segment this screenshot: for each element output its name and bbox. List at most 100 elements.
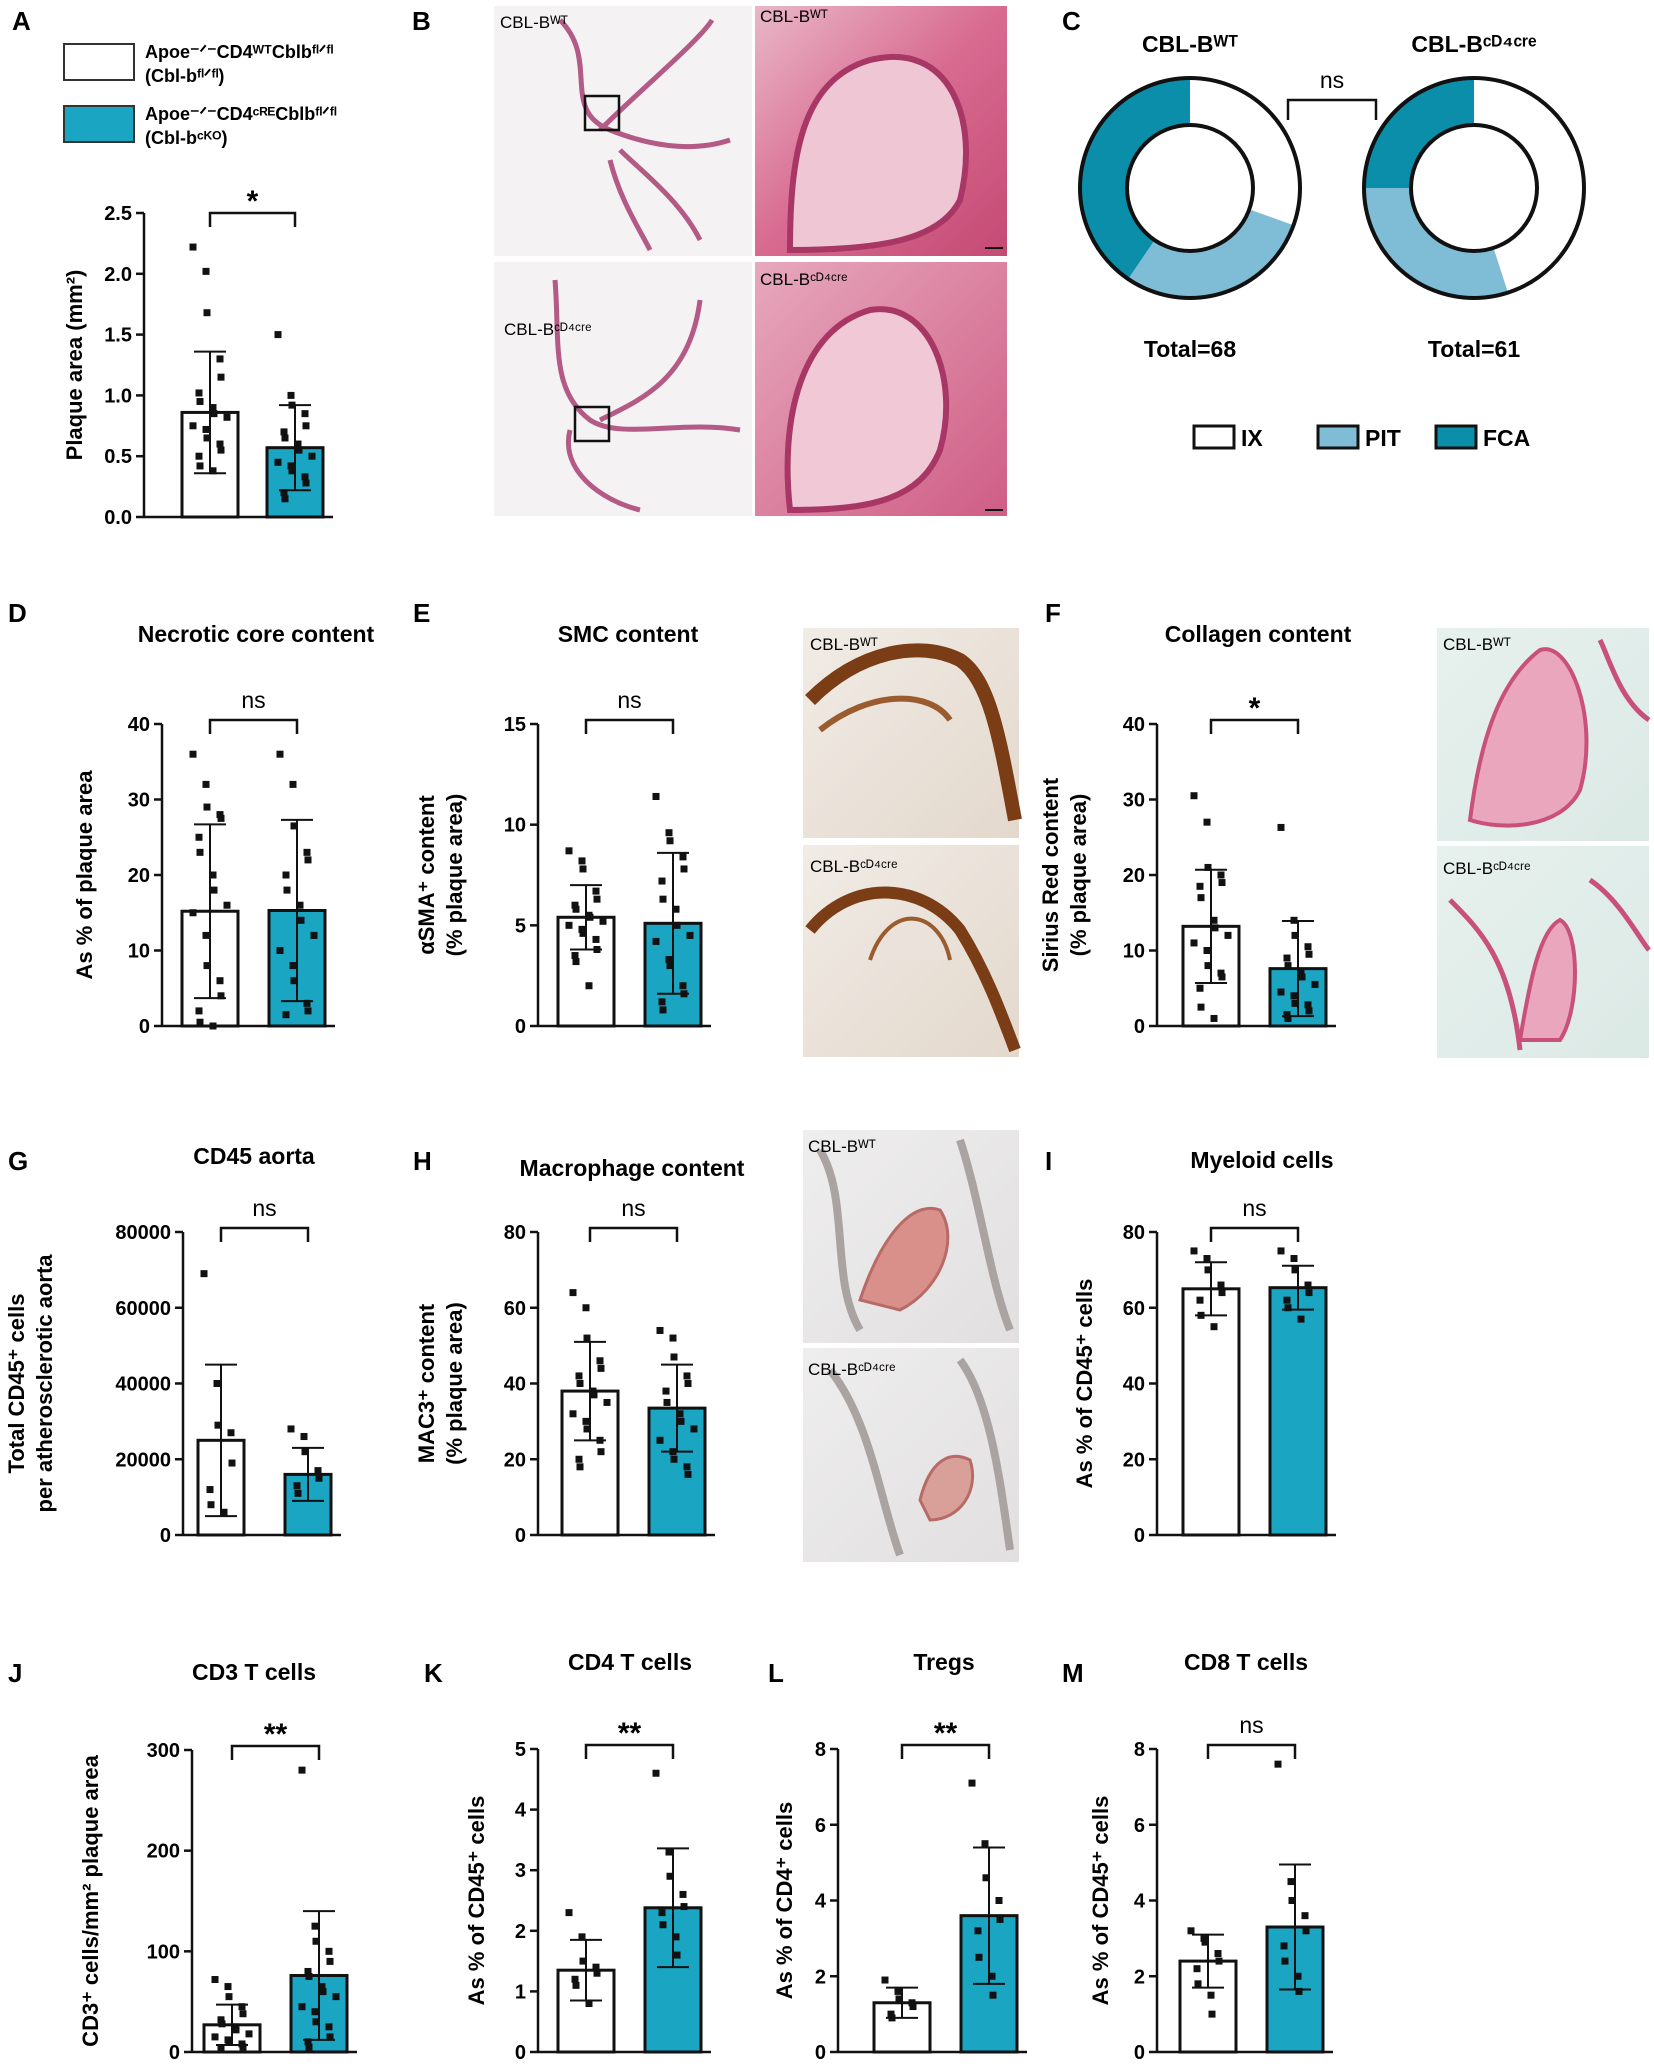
legend-swatch [1316,424,1360,450]
data-point [586,913,594,921]
y-tick-label: 0 [815,2042,826,2064]
data-point [582,1417,590,1425]
significance-label: ** [934,1717,958,1750]
data-point [245,2030,253,2038]
data-point [1291,1266,1299,1274]
data-point [575,1455,583,1463]
chart-h: H Macrophage content 0 20 40 60 80 MAC3⁺ conten… [413,1146,745,1547]
data-point [968,1779,976,1787]
y-tick-label: 5 [515,1739,526,1761]
data-point [652,1769,660,1777]
data-point [684,1470,692,1478]
data-point [585,982,593,990]
data-point [669,1448,677,1456]
data-point [290,977,298,985]
image-label-b-wt-zoom: CBL-Bᵂᵀ [760,7,828,26]
y-tick-label: 0.0 [104,507,132,529]
data-point [1208,2010,1216,2018]
significance-label: ns [252,1195,276,1221]
y-tick-label: 0 [160,1525,171,1547]
panel-label-e: E [413,598,430,628]
donut-slice-pit [1128,209,1294,299]
tissue-e-wt [805,643,1022,822]
data-point [1211,924,1219,932]
y-tick-label: 8 [1134,1739,1145,1761]
data-point [572,958,580,966]
y-tick-label: 2 [515,1921,526,1943]
data-point [669,1334,677,1342]
data-point [220,1508,228,1516]
data-point [216,355,224,363]
y-tick-label: 8 [815,1739,826,1761]
data-point [888,2014,896,2022]
legend-wt-line2: (Cbl-bᶠˡᐟᶠˡ) [145,66,224,86]
y-tick-label: 6 [815,1815,826,1837]
data-point [1197,1311,1205,1319]
y-axis-label: MAC3⁺ content [414,1303,439,1463]
data-point [1218,973,1226,981]
panel-h-images: CBL-Bᵂᵀ CBL-Bᶜᴰ⁴ᶜʳᵉ [803,1130,1019,1562]
data-point [1210,1323,1218,1331]
data-point [239,2043,247,2051]
data-point [209,871,217,879]
data-point [576,1380,584,1387]
data-point [203,803,211,811]
data-point [282,1011,290,1019]
significance-bracket [208,718,299,734]
data-point [1284,1304,1292,1312]
data-point [672,1933,680,1941]
data-point [196,848,204,856]
data-point [1305,950,1313,958]
data-point [202,931,210,939]
plaque-h-cre [918,1454,975,1522]
data-point [308,452,316,460]
data-point [679,982,687,990]
y-tick-label: 40 [1123,1374,1145,1396]
data-point [209,404,217,412]
data-point [582,1304,590,1312]
plaque-b-cre [784,306,950,514]
data-point [579,929,587,937]
image-label-b-cre: CBL-Bᶜᴰ⁴ᶜʳᵉ [504,320,591,339]
data-point [202,780,210,788]
y-axis-label: CD3⁺ cells/mm² plaque area [78,1754,103,2046]
data-point [1304,943,1312,951]
data-point [196,397,204,405]
data-point [1218,879,1226,887]
data-point [1187,1927,1195,1935]
data-point [217,2016,225,2024]
data-point [304,1967,312,1975]
data-point [276,750,284,758]
data-point [1217,1281,1225,1289]
data-point [666,1872,674,1880]
data-point [295,446,303,454]
panel-label-m: M [1062,1658,1084,1688]
data-point [196,462,204,470]
data-point [659,1921,667,1929]
data-point [1196,984,1204,992]
image-label-h-cre: CBL-Bᶜᴰ⁴ᶜʳᵉ [808,1360,895,1379]
data-point [202,425,210,433]
data-point [301,410,309,418]
data-point [684,1380,692,1387]
data-point [189,750,197,758]
chart-l: L Tregs 0 2 4 6 8 As % of CD4⁺ cells ** [768,1649,1027,2064]
y-tick-label: 60 [504,1298,526,1320]
data-point [565,921,573,929]
data-point [908,1999,916,2007]
legend-ko-line2: (Cbl-bᶜᴷᴼ) [145,128,227,148]
data-point [690,1425,698,1433]
y-axis-label: As % of CD45⁺ cells [1088,1796,1113,2006]
y-tick-label: 20 [1123,865,1145,887]
data-point [578,1933,586,1941]
data-point [565,847,573,855]
data-point [665,956,673,964]
data-point [676,1410,684,1418]
y-tick-label: 40000 [115,1374,171,1396]
donut-slice-fca [1364,78,1474,188]
donut-slice-fca [1079,78,1190,279]
data-point [1203,818,1211,826]
data-point [1203,1255,1211,1263]
data-point [659,895,667,903]
micrograph-b-cre-overview [494,262,752,516]
